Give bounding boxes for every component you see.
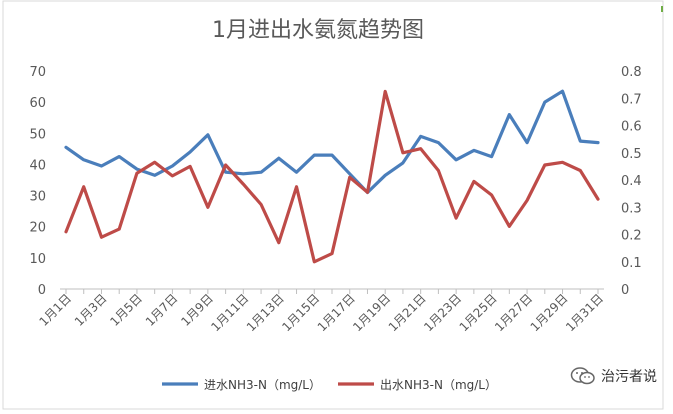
y-right-tick-label: 0.6: [621, 120, 642, 135]
y-right-tick-label: 0.5: [621, 147, 642, 162]
axes: [60, 288, 604, 294]
left-axis-ticks: 0 10 20 30 40 50 60 70: [29, 65, 46, 298]
watermark-text: 治污者说: [601, 369, 657, 385]
y-right-tick-label: 0.8: [621, 65, 642, 80]
y-left-tick-label: 20: [29, 221, 46, 236]
watermark: 治污者说: [570, 366, 657, 386]
y-right-tick-label: 0.1: [621, 256, 642, 271]
y-left-tick-label: 50: [29, 127, 46, 142]
chart-title: 1月进出水氨氮趋势图: [212, 18, 424, 43]
y-right-tick-label: 0.7: [621, 92, 642, 107]
y-left-tick-label: 40: [29, 158, 46, 173]
outflow-nh3n-line: [64, 89, 600, 264]
right-axis-ticks: 0 0.1 0.2 0.3 0.4 0.5 0.6 0.7 0.8: [621, 65, 642, 298]
y-right-tick-label: 0: [621, 283, 629, 298]
y-left-tick-label: 60: [29, 96, 46, 111]
series-lines: [64, 89, 600, 264]
inflow-nh3n-line: [64, 89, 600, 195]
wechat-icon: [570, 367, 595, 385]
legend: 进水NH3-N（mg/L） 出水NH3-N（mg/L）: [162, 378, 497, 392]
y-left-tick-label: 0: [38, 283, 46, 298]
legend-label-outflow: 出水NH3-N（mg/L）: [380, 378, 497, 392]
y-right-tick-label: 0.3: [621, 201, 642, 216]
y-left-tick-label: 70: [29, 65, 46, 80]
y-right-tick-label: 0.4: [621, 174, 642, 189]
y-right-tick-label: 0.2: [621, 229, 642, 244]
y-left-tick-label: 10: [29, 252, 46, 267]
y-left-tick-label: 30: [29, 190, 46, 205]
legend-label-inflow: 进水NH3-N（mg/L）: [204, 378, 321, 392]
